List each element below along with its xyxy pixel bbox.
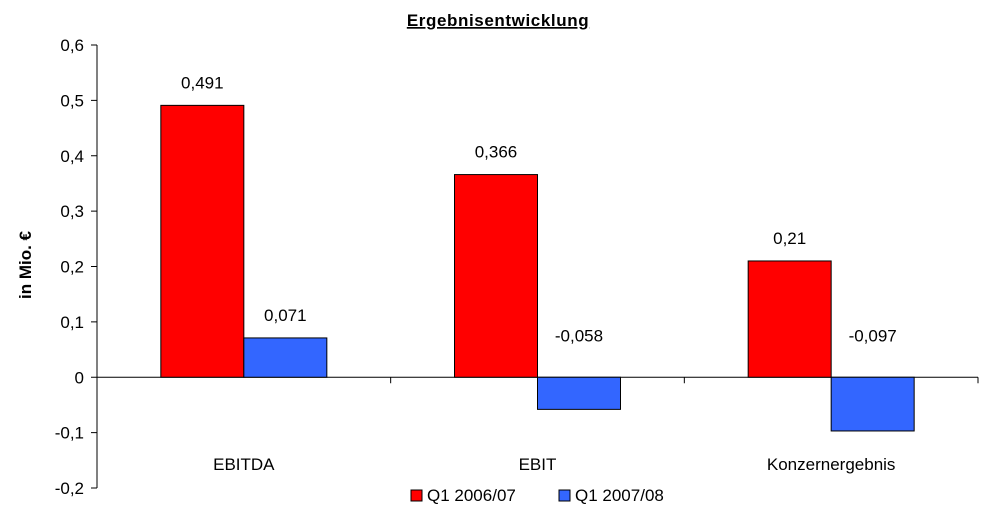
legend-swatch bbox=[558, 489, 571, 502]
data-label: -0,097 bbox=[849, 326, 897, 345]
data-label: -0,058 bbox=[555, 326, 603, 345]
legend-label: Q1 2007/08 bbox=[575, 486, 664, 505]
chart-title: Ergebnisentwicklung bbox=[407, 11, 589, 30]
y-tick-label: 0,3 bbox=[60, 202, 84, 221]
data-label: 0,491 bbox=[181, 73, 224, 92]
y-tick-label: 0,4 bbox=[60, 147, 84, 166]
y-tick-label: 0,1 bbox=[60, 313, 84, 332]
y-tick-label: -0,1 bbox=[55, 424, 84, 443]
bar bbox=[537, 376, 621, 410]
x-category-label: Konzernergebnis bbox=[767, 455, 896, 474]
bar bbox=[830, 376, 915, 432]
y-tick-label: -0,2 bbox=[55, 479, 84, 498]
data-label: 0,071 bbox=[264, 306, 307, 325]
y-axis-label: in Mio. € bbox=[16, 230, 35, 299]
data-label: 0,366 bbox=[475, 143, 518, 162]
x-category-label: EBIT bbox=[519, 455, 557, 474]
y-tick-label: 0,6 bbox=[60, 36, 84, 55]
data-label: 0,21 bbox=[773, 229, 806, 248]
bar bbox=[160, 104, 245, 378]
legend-label: Q1 2006/07 bbox=[427, 486, 516, 505]
y-tick-label: 0 bbox=[75, 368, 84, 387]
legend: Q1 2006/07 Q1 2007/08 bbox=[410, 486, 664, 505]
bar bbox=[747, 260, 832, 378]
y-tick-label: 0,2 bbox=[60, 258, 84, 277]
bar bbox=[454, 174, 538, 378]
plot-area: -0,2 -0,1 0 0,1 0,2 0,3 0,4 0,5 0,6 0,491 0,071 EBI… bbox=[55, 36, 979, 498]
bar bbox=[243, 337, 328, 378]
x-category-label: EBITDA bbox=[213, 455, 275, 474]
y-tick-label: 0,5 bbox=[60, 91, 84, 110]
legend-swatch bbox=[410, 489, 423, 502]
